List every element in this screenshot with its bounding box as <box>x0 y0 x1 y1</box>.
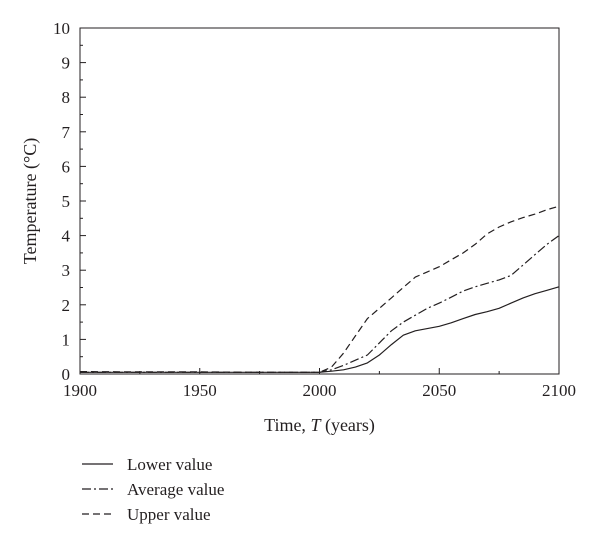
x-tick-label: 2050 <box>422 381 456 400</box>
x-tick-label: 2000 <box>303 381 337 400</box>
y-axis-label: Temperature (°C) <box>20 138 41 264</box>
series-line-upper-value <box>79 205 560 373</box>
y-tick-label: 8 <box>62 88 71 107</box>
x-tick-label: 1900 <box>63 381 97 400</box>
legend: Lower value Average value Upper value <box>82 455 224 524</box>
series-line-average-value <box>80 235 560 373</box>
legend-item: Lower value <box>82 455 212 474</box>
y-tick-label: 6 <box>62 157 71 176</box>
series-lines <box>79 205 560 373</box>
legend-item: Upper value <box>82 505 211 524</box>
y-tick-label: 4 <box>62 227 71 246</box>
y-tick-label: 3 <box>62 261 71 280</box>
y-tick-label: 9 <box>62 54 71 73</box>
legend-item: Average value <box>82 480 224 499</box>
x-axis-label: Time, T (years) <box>264 415 375 436</box>
x-axis: 1900 1950 2000 2050 2100 <box>63 368 576 400</box>
y-tick-label: 10 <box>53 19 70 38</box>
legend-label: Lower value <box>127 455 212 474</box>
y-tick-label: 1 <box>62 330 71 349</box>
plot-frame <box>79 27 560 375</box>
legend-label: Average value <box>127 480 224 499</box>
x-tick-label: 2100 <box>542 381 576 400</box>
legend-label: Upper value <box>127 505 211 524</box>
series-line-lower-value <box>80 286 560 373</box>
y-axis: 0 1 2 3 4 5 6 7 8 9 10 <box>53 19 86 384</box>
y-tick-label: 2 <box>62 296 71 315</box>
x-tick-label: 1950 <box>183 381 217 400</box>
y-tick-label: 5 <box>62 192 71 211</box>
y-tick-label: 7 <box>62 123 71 142</box>
y-tick-label: 0 <box>62 365 71 384</box>
